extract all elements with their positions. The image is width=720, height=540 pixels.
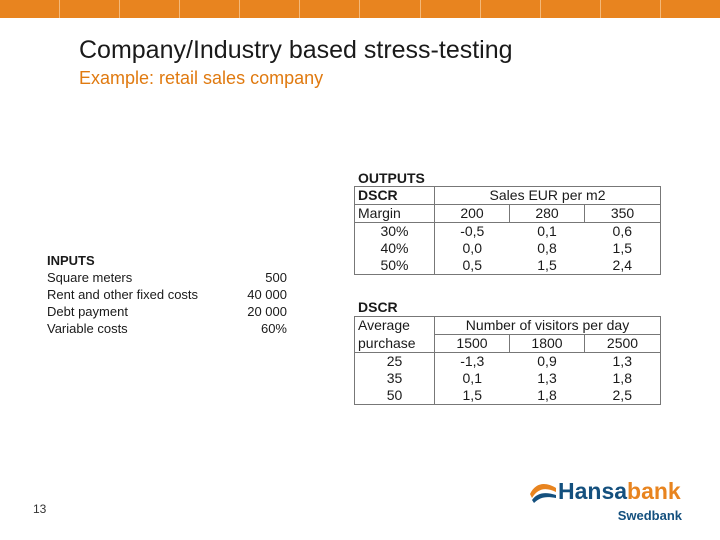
table-cell: 0,5 (434, 257, 510, 275)
input-label: Debt payment (47, 304, 128, 319)
table-row: 50 1,5 1,8 2,5 (354, 387, 662, 405)
table-cell: 0,6 (584, 222, 662, 240)
table-cell: 2,5 (584, 387, 662, 405)
column-header: 1500 (434, 334, 510, 353)
table-row: 35 0,1 1,3 1,8 (354, 370, 662, 387)
wave-logo-icon (530, 484, 556, 503)
input-value: 20 000 (247, 304, 287, 319)
row-label: 40% (354, 240, 435, 257)
table-cell: -0,5 (460, 223, 485, 239)
table-title: DSCR (354, 186, 435, 205)
input-row: Debt payment 20 000 (47, 303, 287, 320)
table-cell: 1,5 (434, 387, 510, 405)
row-label: 35 (354, 370, 435, 387)
row-label: 25 (354, 352, 435, 370)
row-label: 50 (354, 387, 435, 405)
column-header: 200 (434, 204, 510, 223)
logo-brand-part1: Hansa (558, 478, 628, 504)
table-row: 40% 0,0 0,8 1,5 (354, 240, 662, 257)
outputs-heading: OUTPUTS (358, 170, 425, 186)
column-header: 2500 (583, 334, 662, 353)
input-value: 40 000 (247, 287, 287, 302)
column-header: 350 (583, 204, 662, 223)
column-group-header: Number of visitors per day (433, 316, 662, 335)
table-cell: -1,3 (460, 353, 485, 369)
table-cell: 0,0 (462, 240, 482, 256)
column-header: 280 (509, 204, 585, 223)
logo-brand-part2: bank (627, 478, 681, 504)
logo-sub: Swedbank (617, 508, 682, 523)
input-label: Square meters (47, 270, 133, 285)
table-cell: 1,3 (584, 352, 662, 370)
table-cell: 1,3 (537, 370, 557, 386)
table-cell: 1,8 (509, 387, 585, 405)
logo-brand: Hansabank (558, 478, 681, 505)
row-group-header: Margin (354, 204, 435, 223)
slide-subtitle: Example: retail sales company (79, 68, 324, 88)
top-accent-bar (0, 0, 720, 18)
input-value: 500 (265, 270, 287, 285)
slide-title: Company/Industry based stress-testing (79, 36, 513, 64)
input-value: 60% (260, 321, 287, 336)
row-group-header: purchase (354, 334, 435, 353)
table-cell: 0,9 (537, 353, 557, 369)
row-label: 30% (354, 222, 435, 240)
input-label: Rent and other fixed costs (47, 287, 199, 302)
table-row: 25 -1,3 0,9 1,3 (354, 352, 662, 370)
inputs-block: INPUTS Square meters 500 Rent and other … (47, 252, 287, 337)
input-row: Rent and other fixed costs 40 000 (47, 286, 287, 303)
table-cell: 0,1 (462, 370, 482, 386)
dscr-sales-table: DSCR Sales EUR per m2 Margin 200 280 350… (354, 186, 662, 275)
column-header: 1800 (509, 334, 585, 353)
dscr-visitors-table: Average Number of visitors per day purch… (354, 316, 662, 405)
inputs-heading: INPUTS (47, 253, 95, 268)
hansabank-logo: Hansabank Swedbank (528, 478, 688, 528)
table2-title: DSCR (358, 299, 398, 315)
row-label: 50% (354, 257, 435, 275)
table-cell: 0,8 (537, 240, 557, 256)
row-group-header: Average (354, 316, 435, 335)
table-cell: 1,5 (584, 240, 662, 257)
table-row: 30% -0,5 0,1 0,6 (354, 222, 662, 240)
input-row: Square meters 500 (47, 269, 287, 286)
table-row: 50% 0,5 1,5 2,4 (354, 257, 662, 275)
input-label: Variable costs (47, 321, 128, 336)
column-group-header: Sales EUR per m2 (433, 186, 662, 205)
table-cell: 2,4 (584, 257, 662, 275)
input-row: Variable costs 60% (47, 320, 287, 337)
page-number: 13 (33, 502, 47, 516)
table-cell: 0,1 (537, 223, 557, 239)
table-cell: 1,8 (584, 370, 662, 387)
table-cell: 1,5 (509, 257, 585, 275)
